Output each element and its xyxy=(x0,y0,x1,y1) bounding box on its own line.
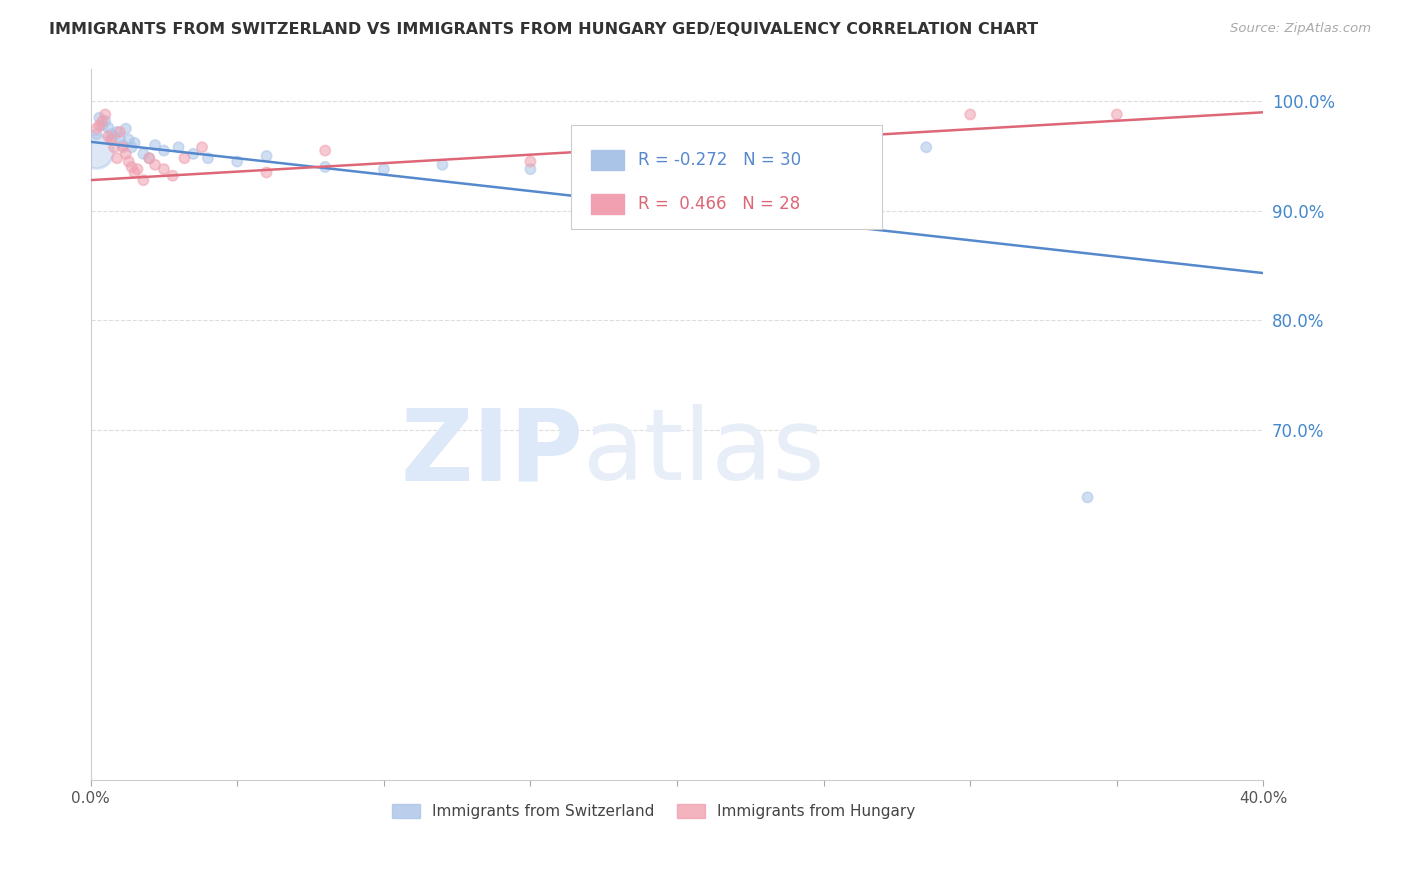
Point xyxy=(105,125,128,139)
Point xyxy=(118,154,141,169)
Point xyxy=(314,144,336,158)
Point xyxy=(1076,491,1098,505)
Point xyxy=(959,107,981,121)
FancyBboxPatch shape xyxy=(592,150,624,169)
Legend: Immigrants from Switzerland, Immigrants from Hungary: Immigrants from Switzerland, Immigrants … xyxy=(387,798,921,825)
Point xyxy=(127,162,149,177)
Point xyxy=(167,140,190,154)
Point xyxy=(138,151,160,165)
Point xyxy=(97,120,120,135)
Point xyxy=(132,146,155,161)
Point xyxy=(666,140,689,154)
Point xyxy=(97,129,120,144)
Point xyxy=(153,162,176,177)
Point xyxy=(191,140,214,154)
Point xyxy=(121,160,143,174)
Point xyxy=(111,138,134,153)
Point xyxy=(114,146,136,161)
Point xyxy=(314,160,336,174)
Point xyxy=(124,165,146,179)
Point xyxy=(1105,107,1128,121)
Point xyxy=(94,107,117,121)
Point xyxy=(432,158,454,172)
Point xyxy=(915,140,938,154)
Point xyxy=(143,158,166,172)
Point xyxy=(91,119,114,133)
Point xyxy=(162,169,184,183)
Point xyxy=(103,129,125,144)
Point xyxy=(153,144,176,158)
Point xyxy=(132,173,155,187)
Text: R =  0.466   N = 28: R = 0.466 N = 28 xyxy=(638,194,800,213)
Point xyxy=(138,151,160,165)
Point xyxy=(86,121,108,136)
Point xyxy=(86,144,108,158)
Point xyxy=(256,165,278,179)
Point xyxy=(100,127,122,141)
Point xyxy=(108,131,131,145)
FancyBboxPatch shape xyxy=(571,126,882,228)
Point xyxy=(181,146,204,161)
Point xyxy=(94,114,117,128)
Point xyxy=(607,177,630,191)
FancyBboxPatch shape xyxy=(592,194,624,214)
Point xyxy=(114,121,136,136)
Text: IMMIGRANTS FROM SWITZERLAND VS IMMIGRANTS FROM HUNGARY GED/EQUIVALENCY CORRELATI: IMMIGRANTS FROM SWITZERLAND VS IMMIGRANT… xyxy=(49,22,1039,37)
Point xyxy=(100,133,122,147)
Point xyxy=(121,140,143,154)
Point xyxy=(86,127,108,141)
Point xyxy=(519,162,541,177)
Point xyxy=(226,154,249,169)
Point xyxy=(111,140,134,154)
Point xyxy=(118,133,141,147)
Point xyxy=(173,151,195,165)
Text: R = -0.272   N = 30: R = -0.272 N = 30 xyxy=(638,151,801,169)
Point xyxy=(91,114,114,128)
Point xyxy=(108,125,131,139)
Point xyxy=(197,151,219,165)
Text: Source: ZipAtlas.com: Source: ZipAtlas.com xyxy=(1230,22,1371,36)
Point xyxy=(256,149,278,163)
Text: ZIP: ZIP xyxy=(401,404,583,501)
Text: atlas: atlas xyxy=(583,404,825,501)
Point xyxy=(124,136,146,150)
Point xyxy=(103,140,125,154)
Point xyxy=(143,138,166,153)
Point xyxy=(89,119,111,133)
Point xyxy=(105,151,128,165)
Point xyxy=(519,154,541,169)
Point xyxy=(373,162,395,177)
Point xyxy=(89,111,111,125)
